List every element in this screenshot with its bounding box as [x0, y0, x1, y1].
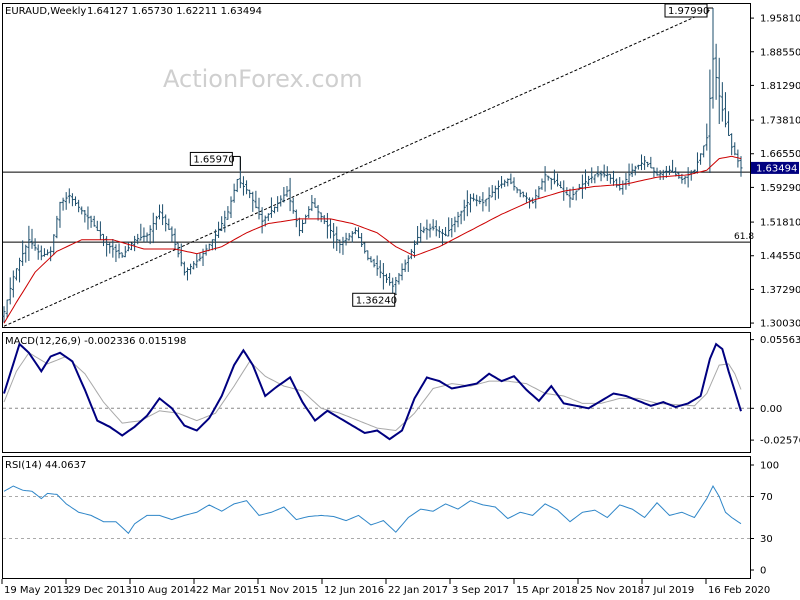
y-tick-label: 1.95810	[760, 14, 800, 25]
price-annotations: 1.97990 1.65970 1.36240	[189, 3, 714, 307]
y-tick-label: 1.66550	[760, 149, 800, 160]
macd-y-tick-label: -0.02576	[760, 436, 800, 447]
rsi-static-lines	[3, 496, 750, 539]
annotation-box	[352, 292, 396, 307]
macd-y-tick-label: 0.00	[760, 404, 782, 415]
x-tick-label: 15 Apr 2018	[516, 585, 578, 596]
y-tick-label: 1.37290	[760, 285, 800, 296]
x-tick-label: 19 May 2013	[4, 585, 69, 596]
price-ma-line	[3, 155, 742, 324]
x-tick-label: 25 Nov 2018	[580, 585, 644, 596]
rsi-y-axis: 100 70 30 0	[750, 461, 779, 577]
macd-line	[3, 342, 742, 441]
rsi-line	[3, 484, 742, 535]
x-tick-label: 1 Nov 2015	[260, 585, 318, 596]
price-panel-frame	[2, 3, 751, 328]
x-tick-label: 3 Sep 2017	[452, 585, 509, 596]
macd-y-axis: 0.055637 0.00 -0.02576	[750, 335, 800, 447]
y-tick-label: 1.51810	[760, 218, 800, 229]
y-tick-label: 1.30030	[760, 319, 800, 330]
macd-lines	[3, 342, 742, 441]
price-bars	[2, 7, 743, 323]
last-price-tag	[751, 161, 799, 174]
y-tick-label: 1.73810	[760, 116, 800, 127]
watermark: ActionForex.com	[163, 65, 363, 93]
rsi-line	[3, 484, 742, 535]
rsi-y-tick-label: 0	[760, 566, 766, 577]
instrument-symbol: EURAUD,Weekly	[5, 6, 86, 17]
last-price-label: 1.63494	[756, 163, 797, 174]
annotation-box	[664, 3, 708, 18]
macd-signal-line	[3, 352, 742, 432]
x-tick-label: 22 Mar 2015	[196, 585, 259, 596]
trend-line	[3, 9, 711, 327]
rsi-panel-frame	[2, 456, 751, 579]
x-tick-label: 29 Dec 2013	[68, 585, 132, 596]
x-tick-label: 10 Aug 2014	[132, 585, 196, 596]
macd-label: MACD(12,26,9) -0.002336 0.015198	[5, 336, 186, 347]
y-tick-label: 1.59290	[760, 183, 800, 194]
fib-61-8-label: 61.8	[734, 232, 754, 242]
x-tick-label: 22 Jan 2017	[388, 585, 448, 596]
moving-average-line	[3, 155, 742, 324]
y-tick-label: 1.44550	[760, 251, 800, 262]
rsi-label: RSI(14) 44.0637	[5, 460, 86, 471]
x-tick-label: 16 Feb 2020	[708, 585, 770, 596]
rsi-y-tick-label: 30	[760, 534, 773, 545]
price-y-axis: 1.95810 1.88550 1.81290 1.73810 1.66550 1.592…	[750, 14, 800, 330]
annotation-label: 1.97990	[668, 6, 709, 17]
annotation-box	[189, 151, 233, 166]
y-tick-label: 1.88550	[760, 47, 800, 58]
y-tick-label: 1.81290	[760, 81, 800, 92]
macd-y-tick-label: 0.055637	[760, 335, 800, 346]
x-tick-label: 7 Jul 2019	[644, 585, 694, 596]
macd-panel-frame	[2, 332, 751, 453]
rsi-y-tick-label: 70	[760, 492, 773, 503]
rsi-y-tick-label: 100	[760, 461, 779, 472]
instrument-ohlc: 1.64127 1.65730 1.62211 1.63494	[87, 6, 262, 17]
price-static-lines: 61.8	[3, 9, 754, 327]
annotation-label: 1.65970	[193, 154, 234, 165]
annotation-label: 1.36240	[356, 295, 397, 306]
x-tick-label: 12 Jun 2016	[324, 585, 384, 596]
